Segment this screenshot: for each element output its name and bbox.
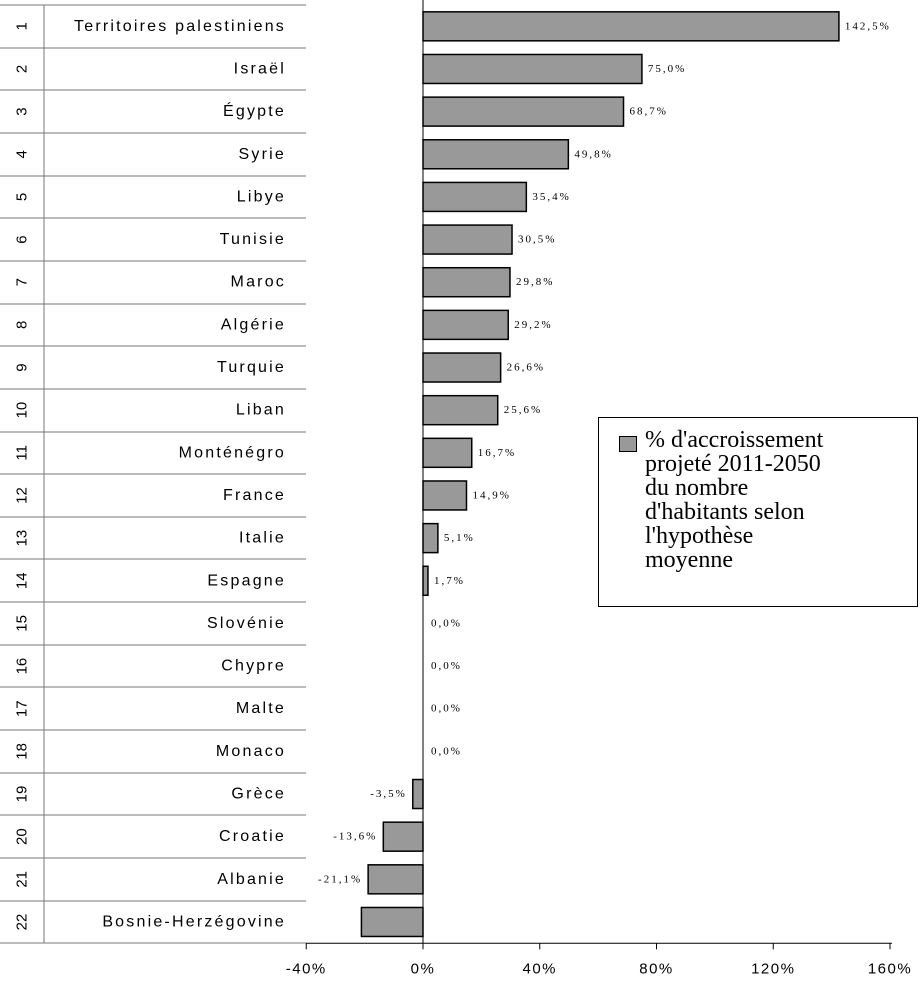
bar — [422, 437, 473, 469]
category-label: Algérie — [221, 316, 286, 333]
rank-label: 13 — [14, 530, 31, 547]
category-label: Malte — [236, 700, 286, 717]
x-tick-label: 160% — [868, 960, 912, 977]
legend: % d'accroissement projeté 2011-2050 du n… — [598, 417, 918, 607]
data-label: -21,1% — [318, 873, 362, 885]
bar — [382, 821, 424, 852]
category-label: Monténégro — [179, 444, 286, 461]
rank-label: 6 — [14, 235, 31, 243]
category-label: Monaco — [216, 743, 286, 760]
rank-label: 9 — [14, 363, 31, 371]
data-label: 49,8% — [574, 148, 612, 160]
category-label: Italie — [239, 530, 286, 547]
bar — [422, 522, 439, 554]
x-tick-label: 40% — [522, 960, 557, 977]
category-label: Syrie — [239, 146, 286, 163]
rank-label: 4 — [14, 150, 31, 158]
legend-label: % d'accroissement projeté 2011-2050 du n… — [645, 427, 824, 573]
rank-label: 15 — [14, 615, 31, 632]
bar — [422, 480, 468, 511]
data-label: 0,0% — [431, 660, 462, 672]
category-label: Libye — [237, 188, 286, 205]
rank-label: 2 — [14, 65, 31, 73]
rank-label: 14 — [14, 572, 31, 589]
data-label: 35,4% — [532, 191, 570, 203]
rank-label: 12 — [14, 487, 31, 504]
bar — [422, 352, 502, 383]
bar — [360, 906, 424, 938]
data-label: 16,7% — [478, 447, 516, 459]
bar — [422, 96, 625, 127]
bar — [422, 11, 840, 42]
x-tick-label: 80% — [639, 960, 674, 977]
category-label: Territoires palestiniens — [74, 18, 286, 35]
x-tick-label: -40% — [286, 960, 327, 977]
category-label: Chypre — [221, 658, 286, 675]
bar — [422, 309, 509, 341]
data-label: 5,1% — [444, 532, 475, 544]
category-label: Slovénie — [207, 615, 286, 632]
data-label: 0,0% — [431, 617, 462, 629]
category-label: Turquie — [217, 359, 286, 376]
category-label: Grèce — [231, 786, 286, 803]
bar — [422, 266, 511, 298]
category-label: Égypte — [223, 101, 286, 120]
data-label: 29,8% — [516, 276, 554, 288]
rank-label: 3 — [14, 107, 31, 115]
category-label: Israël — [234, 60, 286, 77]
rank-label: 10 — [14, 402, 31, 419]
rank-label: 11 — [14, 445, 31, 461]
bar — [422, 53, 643, 85]
x-tick-label: 0% — [411, 960, 436, 977]
data-label: 26,6% — [507, 362, 545, 374]
rank-label: 21 — [14, 871, 31, 888]
data-label: 14,9% — [472, 489, 510, 501]
data-label: 0,0% — [431, 745, 462, 757]
rank-label: 20 — [14, 828, 31, 845]
category-label: Liban — [236, 402, 286, 419]
data-label: -13,6% — [333, 831, 377, 843]
rank-label: 18 — [14, 743, 31, 760]
data-label: 75,0% — [648, 63, 686, 75]
data-label: 142,5% — [845, 20, 891, 32]
bar — [422, 181, 528, 213]
bar — [412, 778, 424, 810]
rank-label: 16 — [14, 658, 31, 675]
data-label: 30,5% — [518, 234, 556, 246]
data-label: 29,2% — [514, 319, 552, 331]
category-label: Albanie — [217, 871, 286, 888]
bar — [422, 224, 513, 255]
data-label: 25,6% — [504, 404, 542, 416]
category-label: Tunisie — [220, 231, 286, 248]
data-label: 1,7% — [434, 575, 465, 587]
x-tick-label: 120% — [751, 960, 795, 977]
bar — [422, 565, 429, 597]
category-label: Maroc — [231, 274, 286, 291]
data-label: 0,0% — [431, 703, 462, 715]
rank-label: 1 — [14, 22, 31, 30]
category-label: Croatie — [219, 828, 286, 845]
rank-label: 17 — [14, 700, 31, 717]
data-label: 68,7% — [630, 106, 668, 118]
legend-swatch — [619, 436, 637, 452]
rank-label: 7 — [14, 278, 31, 286]
rank-label: 8 — [14, 321, 31, 329]
category-label: Espagne — [207, 572, 286, 589]
category-label: Bosnie-Herzégovine — [102, 913, 286, 930]
rank-label: 22 — [14, 914, 31, 931]
bar — [367, 864, 424, 895]
data-label: -3,5% — [370, 788, 407, 800]
category-label: France — [223, 487, 286, 504]
bar — [422, 139, 570, 170]
bar — [422, 394, 499, 426]
rank-label: 19 — [14, 786, 31, 803]
rank-label: 5 — [14, 193, 31, 201]
